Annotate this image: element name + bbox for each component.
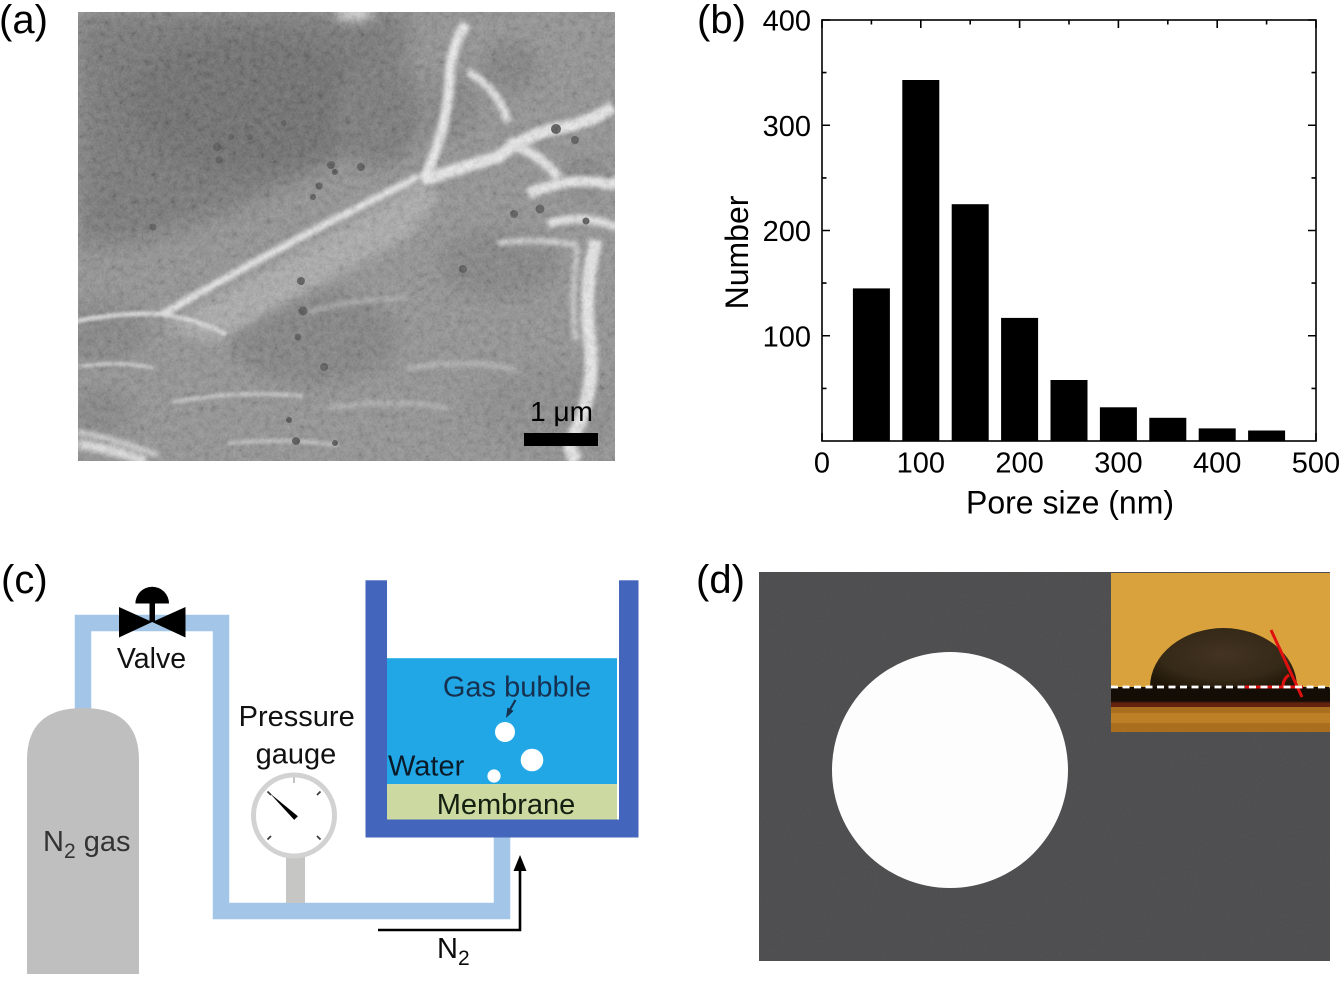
svg-text:400: 400: [763, 6, 811, 38]
svg-text:300: 300: [1094, 448, 1142, 480]
svg-text:Number: Number: [719, 195, 755, 309]
svg-text:Membrane: Membrane: [437, 789, 576, 821]
svg-text:Pressure: Pressure: [239, 701, 355, 733]
svg-text:gauge: gauge: [256, 738, 337, 770]
svg-text:200: 200: [995, 448, 1043, 480]
svg-text:N2 gas: N2 gas: [43, 826, 130, 863]
svg-text:100: 100: [763, 321, 811, 353]
svg-text:1 μm: 1 μm: [530, 396, 593, 427]
svg-text:0: 0: [814, 448, 830, 480]
svg-text:500: 500: [1292, 448, 1339, 480]
svg-text:200: 200: [763, 216, 811, 248]
svg-text:Water: Water: [388, 751, 465, 783]
svg-text:Valve: Valve: [117, 643, 186, 675]
svg-text:100: 100: [897, 448, 945, 480]
svg-text:400: 400: [1193, 448, 1241, 480]
svg-text:300: 300: [763, 111, 811, 143]
svg-text:N2: N2: [437, 933, 470, 970]
svg-text:Gas bubble: Gas bubble: [443, 672, 591, 704]
svg-text:Pore size (nm): Pore size (nm): [966, 485, 1174, 521]
